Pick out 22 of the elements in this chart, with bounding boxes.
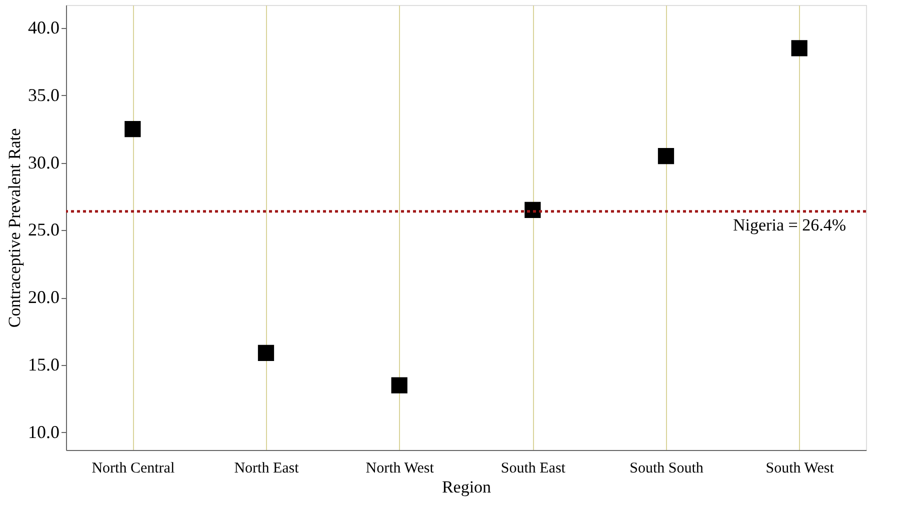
y-tick-label: 35.0 <box>28 84 60 105</box>
x-tick-label: South South <box>630 460 704 476</box>
y-tick-label: 20.0 <box>28 287 60 308</box>
x-axis-title: Region <box>442 478 492 496</box>
x-tick-label: North East <box>234 460 300 476</box>
point <box>791 40 808 56</box>
x-tick-label: North Central <box>92 460 175 476</box>
x-tick-label: South East <box>500 460 566 476</box>
y-tick-label: 10.0 <box>28 422 60 442</box>
y-tick-label: 40.0 <box>28 17 60 38</box>
x-tick-label: South West <box>766 460 835 476</box>
point <box>524 202 541 218</box>
y-tick-label: 30.0 <box>28 152 60 172</box>
point <box>658 148 674 164</box>
y-tick-label: 25.0 <box>28 220 60 240</box>
x-tick-label: North West <box>366 460 435 476</box>
y-tick-label: 15.0 <box>28 354 60 375</box>
ref-line-label: Nigeria = 26.4% <box>733 215 846 234</box>
point <box>391 377 408 394</box>
point <box>258 344 274 361</box>
y-axis-title: Contraceptive Prevalent Rate <box>5 128 24 328</box>
point <box>124 121 141 138</box>
